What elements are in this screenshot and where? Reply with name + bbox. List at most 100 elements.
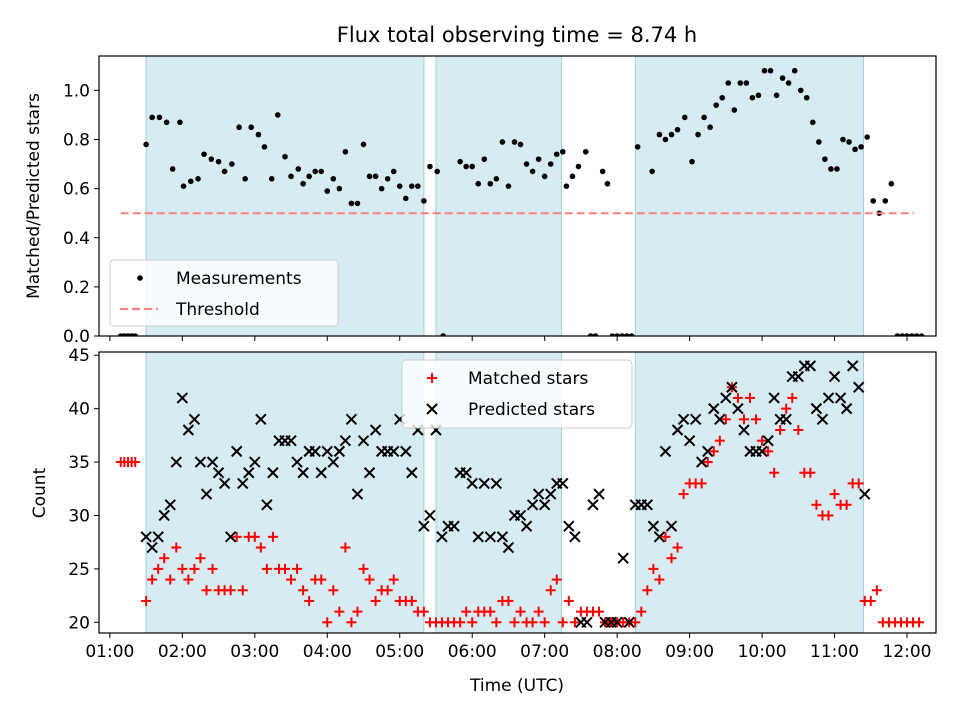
measurement-point (604, 180, 611, 187)
x-stroke (617, 552, 629, 564)
x-stroke (261, 499, 273, 511)
matched-star-marker (678, 489, 689, 500)
x-stroke (472, 531, 484, 543)
measurement-point (649, 168, 655, 175)
measurement-point (707, 124, 713, 131)
matched-star-marker (563, 595, 574, 606)
measurement-point (899, 333, 905, 336)
y-tick-label: 20 (68, 613, 90, 633)
matched-star-marker (533, 606, 544, 617)
y-tick-label: 0.0 (63, 327, 90, 347)
predicted-star-marker (659, 445, 672, 458)
measurement-point (689, 158, 695, 165)
x-tick-label: 04:00 (303, 642, 352, 662)
measurement-point (342, 148, 349, 155)
measurement-point (619, 333, 625, 336)
matched-star-marker (491, 617, 502, 628)
matched-star-marker (865, 595, 876, 606)
x-stroke (647, 520, 660, 532)
predicted-star-marker (321, 445, 333, 458)
predicted-star-marker (563, 520, 575, 532)
matched-star-marker (557, 617, 568, 628)
measurement-point (888, 180, 895, 187)
x-stroke (182, 424, 195, 436)
matched-star-marker (298, 585, 309, 596)
measurement-point (904, 333, 910, 336)
measurement-point (791, 67, 798, 74)
x-stroke (291, 456, 303, 468)
x-stroke (726, 381, 738, 393)
predicted-star-marker (732, 402, 744, 415)
legend-measurement-swatch (137, 275, 143, 281)
predicted-star-marker (587, 499, 599, 511)
x-stroke (702, 445, 714, 458)
predicted-star-marker (243, 467, 255, 479)
legend: Matched stars Predicted stars (401, 359, 633, 429)
measurement-point (324, 188, 331, 194)
matched-star-marker (261, 563, 272, 574)
measurement-point (840, 136, 846, 143)
predicted-star-marker (490, 477, 503, 490)
measurement-point (803, 94, 810, 101)
matched-star-marker (171, 542, 182, 553)
chart-title: Flux total observing time = 8.74 h (337, 23, 697, 47)
predicted-star-marker (677, 413, 690, 426)
x-stroke (436, 531, 448, 543)
matched-star-marker (485, 606, 496, 617)
legend-label: Predicted stars (468, 400, 595, 420)
observing-window-band (146, 352, 424, 633)
measurement-point (475, 180, 482, 187)
x-stroke (327, 456, 340, 468)
x-stroke (859, 488, 871, 500)
x-stroke (345, 413, 358, 426)
measurement-point (743, 80, 750, 86)
legend-box (401, 359, 633, 429)
matched-star-marker (165, 574, 176, 585)
x-stroke (732, 402, 744, 415)
measurement-point (731, 107, 738, 113)
measurement-point (656, 131, 663, 138)
x-stroke (720, 392, 732, 404)
measurement-point (481, 156, 488, 162)
measurement-point (348, 200, 355, 207)
predicted-star-marker (357, 434, 370, 447)
predicted-star-marker (460, 467, 472, 479)
predicted-star-marker (285, 434, 297, 447)
predicted-star-marker (387, 445, 400, 458)
measurement-point (541, 173, 548, 180)
axes-frame (98, 351, 937, 634)
matched-star-marker (654, 574, 665, 585)
x-stroke (581, 616, 593, 629)
predicted-star-marker (164, 499, 176, 511)
matched-star-marker (871, 585, 882, 596)
x-stroke (768, 392, 780, 404)
predicted-star-marker (218, 477, 231, 490)
x-stroke (448, 520, 460, 532)
measurement-point (773, 92, 780, 99)
measurement-point (624, 333, 630, 336)
measurement-point (201, 151, 207, 158)
x-stroke (593, 488, 605, 500)
bottom-y-axis-label: Count (30, 467, 50, 518)
matched-star-marker (551, 574, 562, 585)
matched-star-marker (280, 563, 290, 574)
x-stroke (828, 370, 841, 383)
measurement-point (909, 333, 915, 336)
matched-star-marker (455, 617, 466, 628)
matched-star-marker (823, 510, 834, 521)
matched-star-marker (745, 392, 755, 403)
measurement-point (719, 94, 726, 101)
predicted-star-marker (424, 509, 436, 522)
x-stroke (840, 402, 853, 415)
x-stroke (460, 467, 472, 479)
predicted-star-marker (237, 477, 249, 490)
y-tick-label: 25 (68, 560, 90, 580)
measurement-point (834, 166, 840, 172)
matched-star-marker (720, 414, 731, 425)
x-stroke (188, 413, 201, 426)
matched-star-marker (255, 542, 266, 553)
measurement-point (785, 80, 792, 86)
measurement-point (282, 153, 288, 160)
measurement-point (215, 158, 222, 165)
x-stroke (218, 477, 231, 490)
